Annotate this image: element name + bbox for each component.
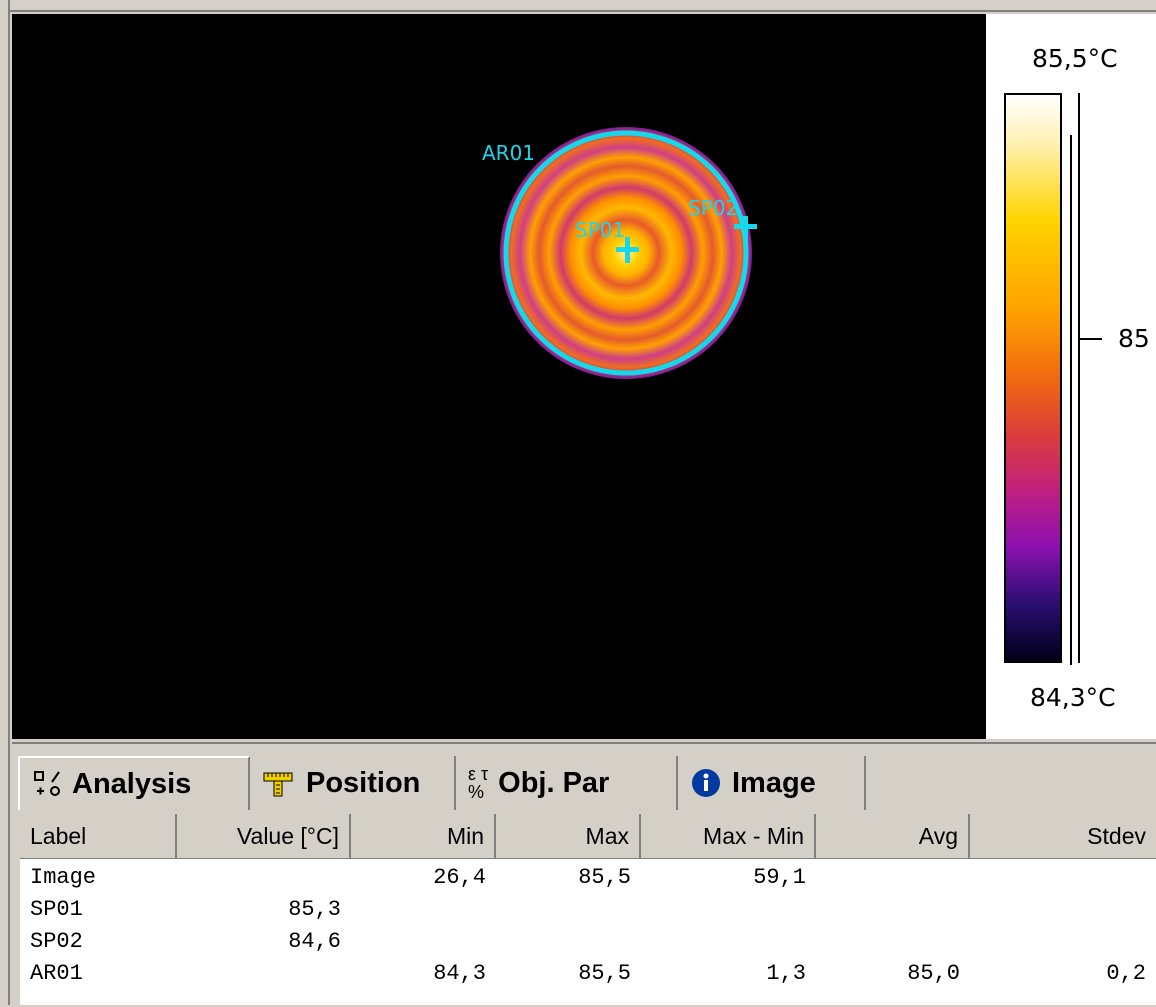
row-diff: 1,3 xyxy=(766,960,806,986)
palette-mid-label: 85 xyxy=(1118,324,1150,353)
area-label: AR01 xyxy=(482,141,535,165)
row-label: AR01 xyxy=(30,960,83,986)
spot-marker-sp01 xyxy=(616,237,639,263)
palette-range-line-outer xyxy=(1078,93,1080,663)
row-avg xyxy=(816,925,970,957)
row-avg: 85,0 xyxy=(907,960,960,986)
tab-image-label: Image xyxy=(732,766,816,799)
tab-analysis-label: Analysis xyxy=(72,767,192,800)
tab-object-parameters-label: Obj. Par xyxy=(498,766,610,799)
row-label: SP01 xyxy=(30,896,83,922)
tab-bar: Analysis Position ε τ% Obj. Par Image xyxy=(18,756,866,812)
ruler-icon xyxy=(262,768,296,798)
table-row[interactable]: SP02 84,6 xyxy=(20,925,1156,957)
row-stdev xyxy=(970,893,1156,925)
tab-image[interactable]: Image xyxy=(678,756,866,810)
row-diff xyxy=(641,893,816,925)
column-stdev[interactable]: Stdev xyxy=(1087,822,1146,849)
object-parameters-icon: ε τ% xyxy=(468,764,489,802)
row-diff xyxy=(641,925,816,957)
thermal-image: AR01 SP01 SP02 xyxy=(482,127,757,379)
row-stdev: 0,2 xyxy=(1106,960,1146,986)
color-palette-bar xyxy=(1004,93,1062,663)
spot1-label: SP01 xyxy=(575,218,625,242)
info-icon xyxy=(690,767,722,799)
row-label: Image xyxy=(30,864,97,890)
tab-analysis[interactable]: Analysis xyxy=(18,756,250,810)
row-min: 26,4 xyxy=(433,864,486,890)
spot-marker-sp02 xyxy=(734,216,757,242)
palette-min-label: 84,3°C xyxy=(1030,683,1116,712)
column-label[interactable]: Label xyxy=(20,814,177,858)
table-row[interactable]: Image 26,4 85,5 59,1 xyxy=(20,861,1156,893)
area-roi-circle xyxy=(503,130,749,376)
table-row[interactable]: AR01 84,3 85,5 1,3 85,0 0,2 xyxy=(20,957,1156,989)
row-stdev xyxy=(970,861,1156,893)
row-avg xyxy=(816,861,970,893)
row-max xyxy=(496,925,641,957)
column-value[interactable]: Value [°C] xyxy=(177,814,351,858)
measurement-table: Label Value [°C] Min Max Max - Min Avg S… xyxy=(20,814,1156,1005)
tab-position[interactable]: Position xyxy=(250,756,456,810)
palette-max-label: 85,5°C xyxy=(1032,44,1118,73)
column-max-min[interactable]: Max - Min xyxy=(641,814,816,858)
row-min: 84,3 xyxy=(433,960,486,986)
row-label: SP02 xyxy=(30,928,83,954)
tab-object-parameters[interactable]: ε τ% Obj. Par xyxy=(456,756,678,810)
row-value: 85,3 xyxy=(288,896,341,922)
row-value xyxy=(177,861,351,893)
row-max: 85,5 xyxy=(578,864,631,890)
row-min xyxy=(351,925,496,957)
left-border xyxy=(0,0,10,1005)
analysis-tools-icon xyxy=(32,769,62,799)
table-header: Label Value [°C] Min Max Max - Min Avg S… xyxy=(20,814,1156,859)
thermal-image-view[interactable]: AR01 SP01 SP02 xyxy=(12,14,986,739)
spot2-label: SP02 xyxy=(688,196,738,220)
tab-position-label: Position xyxy=(306,766,421,799)
row-min xyxy=(351,893,496,925)
row-max xyxy=(496,893,641,925)
column-max[interactable]: Max xyxy=(496,814,641,858)
row-max: 85,5 xyxy=(578,960,631,986)
top-border xyxy=(0,0,1156,12)
row-stdev xyxy=(970,925,1156,957)
row-value xyxy=(177,957,351,989)
column-avg[interactable]: Avg xyxy=(816,814,970,858)
palette-mid-tick xyxy=(1080,338,1102,340)
row-value: 84,6 xyxy=(288,928,341,954)
row-diff: 59,1 xyxy=(753,864,806,890)
palette-range-line xyxy=(1070,135,1072,665)
row-avg xyxy=(816,893,970,925)
table-row[interactable]: SP01 85,3 xyxy=(20,893,1156,925)
column-min[interactable]: Min xyxy=(351,814,496,858)
